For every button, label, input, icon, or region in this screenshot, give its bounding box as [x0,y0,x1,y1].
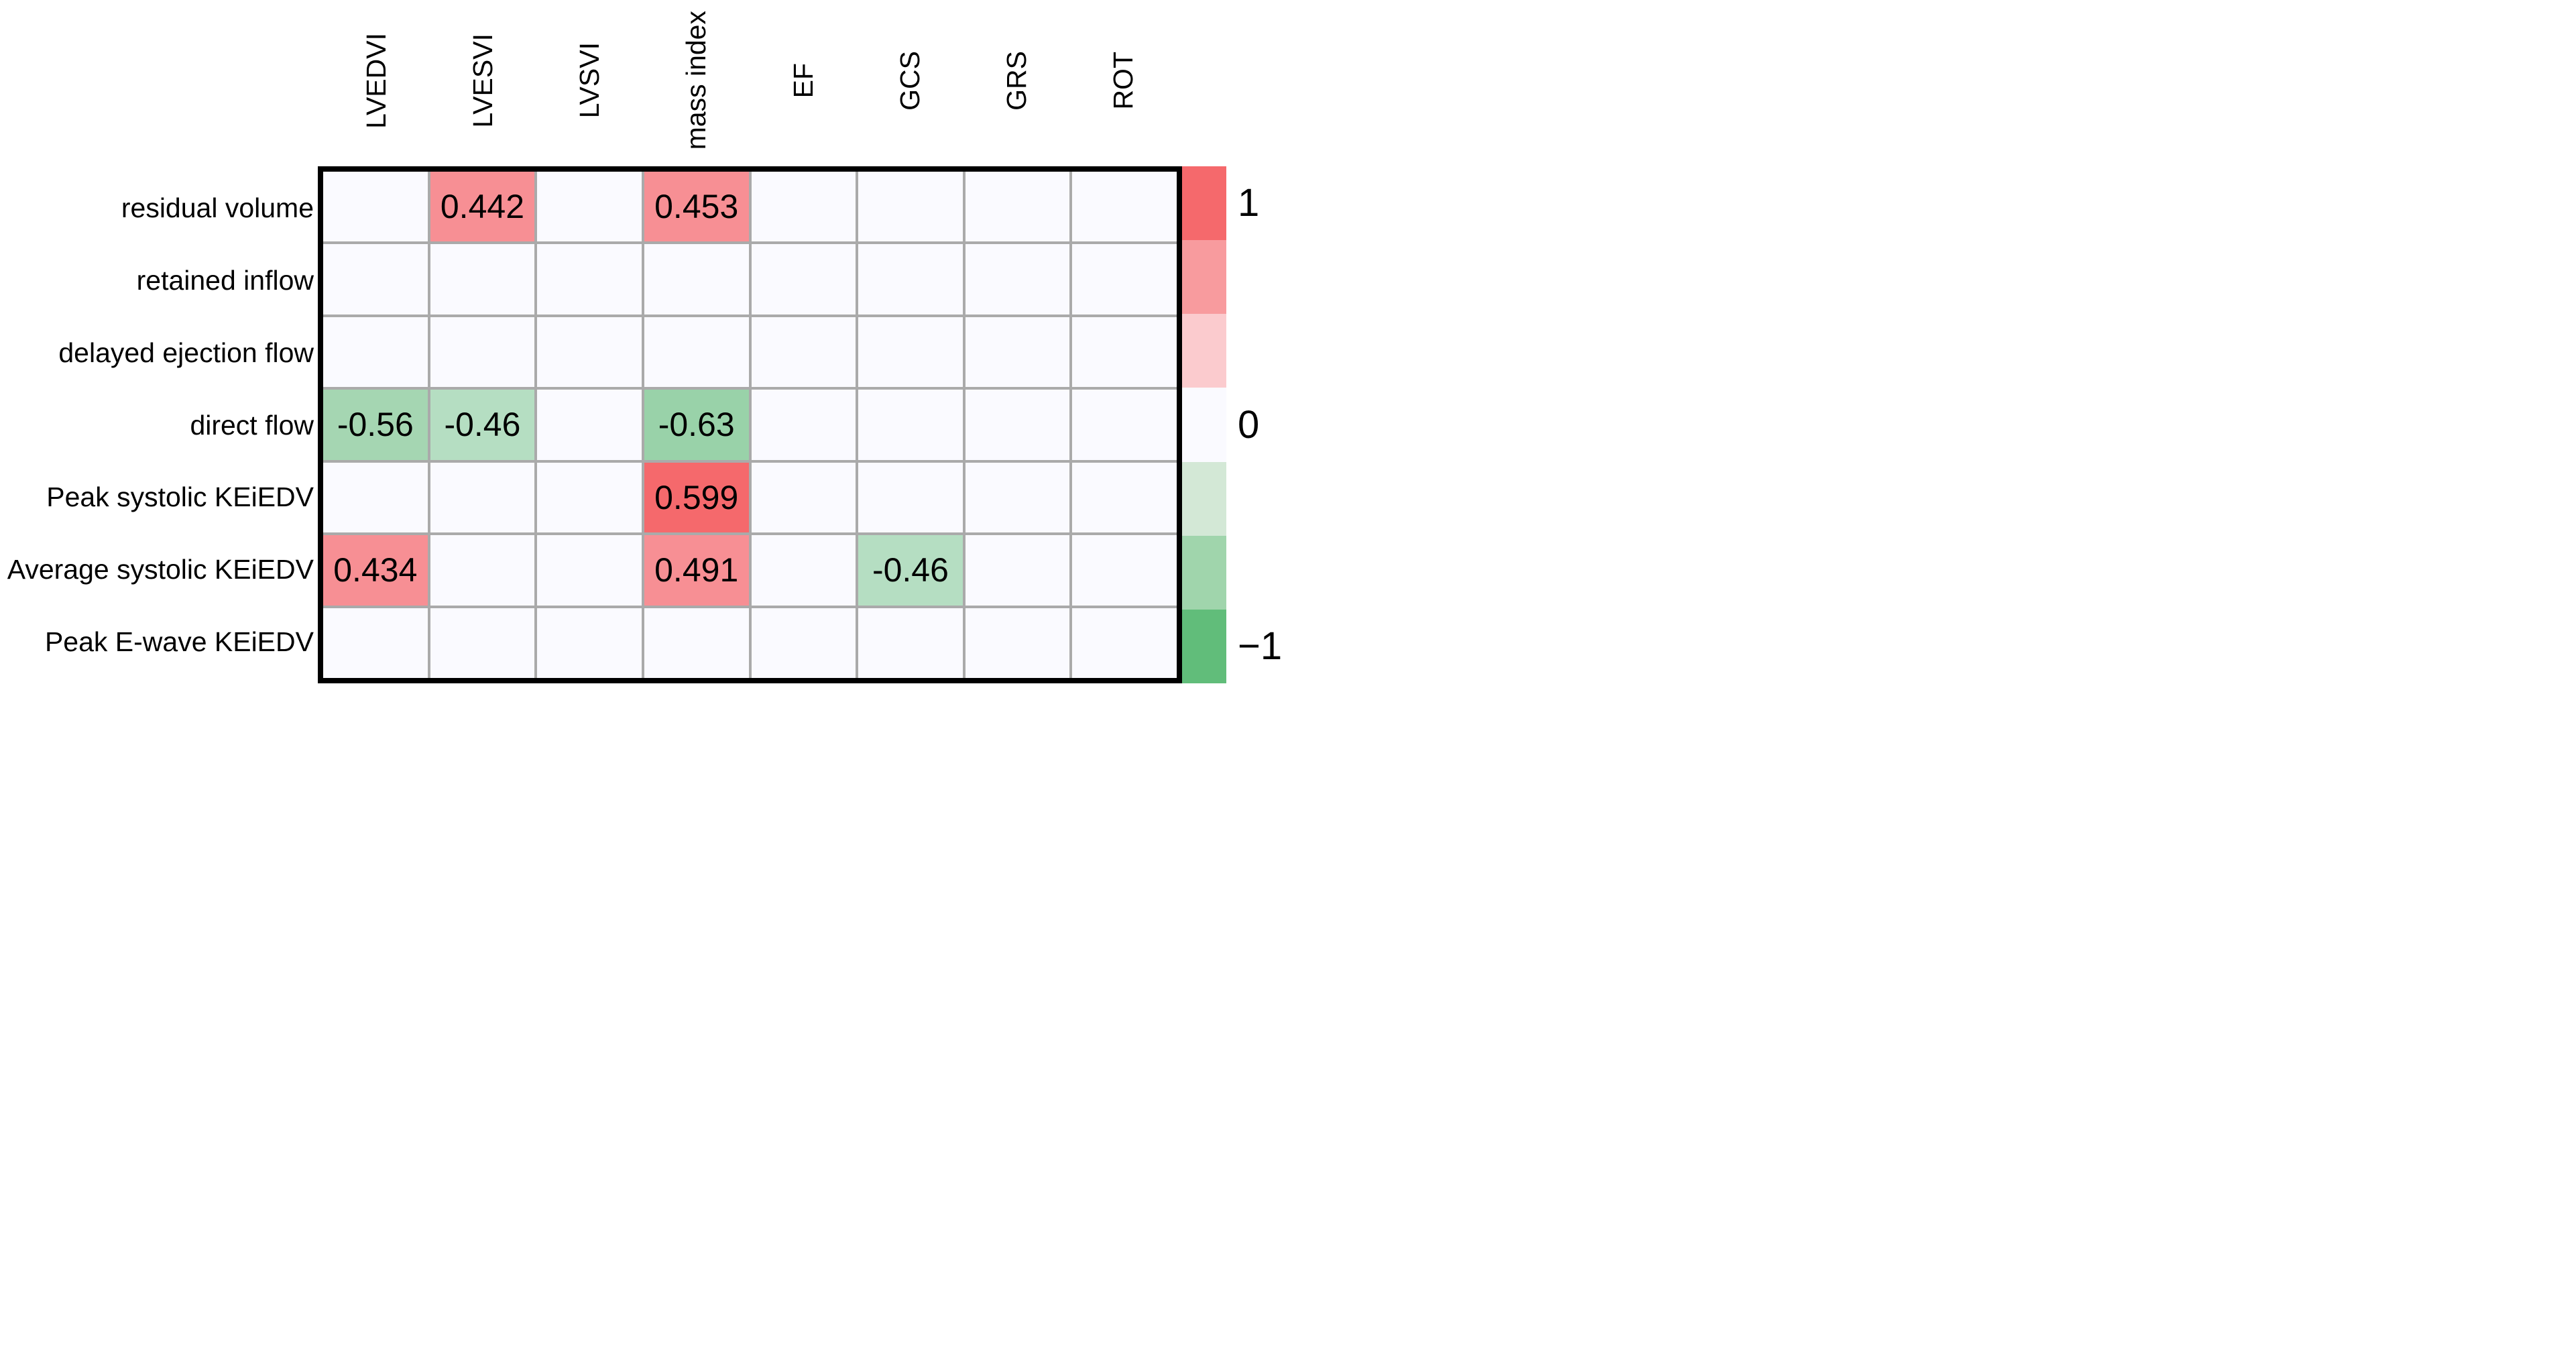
heatmap-cell [965,608,1070,678]
row-label: Peak systolic KEiEDV [46,481,314,513]
column-label: GRS [1000,50,1032,111]
heatmap-cell [323,462,428,533]
heatmap-cell [965,535,1070,606]
heatmap-cell [751,390,856,460]
column-label: LVEDVI [361,32,392,129]
heatmap-cell [323,608,428,678]
heatmap-cell: 0.434 [323,535,428,606]
heatmap-cell [430,244,535,315]
column-label-box: LVEDVI [355,0,398,161]
heatmap-cell: -0.46 [858,535,963,606]
row-label: Average systolic KEiEDV [7,554,314,585]
row-label: residual volume [121,192,314,223]
heatmap-cell [537,244,642,315]
heatmap-cell [751,244,856,315]
colorbar-segment [1182,314,1226,388]
colorbar [1182,166,1226,683]
heatmap-cell [1072,608,1177,678]
column-label-box: LVESVI [462,0,505,161]
heatmap-cell [537,172,642,242]
heatmap-cell [1072,390,1177,460]
heatmap-cell [1072,462,1177,533]
column-label-box: LVSVI [569,0,611,161]
colorbar-segment [1182,461,1226,536]
heatmap-cell [430,608,535,678]
heatmap-cell [537,462,642,533]
heatmap-cell [537,390,642,460]
column-label: EF [787,62,819,99]
heatmap-cell [323,244,428,315]
colorbar-segment [1182,535,1226,610]
heatmap-cell [1072,172,1177,242]
colorbar-segment [1182,166,1226,241]
heatmap-cell: -0.46 [430,390,535,460]
column-label: GCS [894,50,925,111]
heatmap-cell [430,535,535,606]
heatmap-cell [323,172,428,242]
heatmap-cell [430,462,535,533]
heatmap-cell: -0.56 [323,390,428,460]
heatmap-cell [965,462,1070,533]
heatmap-cell: 0.599 [644,462,749,533]
heatmap-cell [1072,317,1177,388]
heatmap-cell [537,608,642,678]
heatmap-cell [858,390,963,460]
heatmap-cell [751,608,856,678]
column-label-box: GRS [995,0,1038,161]
heatmap-cell [965,172,1070,242]
column-label: LVESVI [467,33,499,128]
colorbar-tick-label: 0 [1238,402,1260,447]
heatmap-cell [537,535,642,606]
heatmap-cell [858,244,963,315]
column-label: LVSVI [574,42,605,119]
heatmap-cell [965,244,1070,315]
heatmap-cell [858,172,963,242]
heatmap-cell [751,462,856,533]
colorbar-segment [1182,609,1226,683]
heatmap-cell [751,172,856,242]
heatmap-cell [965,390,1070,460]
heatmap-cell [1072,244,1177,315]
colorbar-segment [1182,240,1226,315]
heatmap-cell: 0.491 [644,535,749,606]
heatmap-cell [858,317,963,388]
heatmap-cell [751,317,856,388]
heatmap-cell [537,317,642,388]
heatmap-cell [751,535,856,606]
heatmap-cell [858,608,963,678]
heatmap-cell: 0.453 [644,172,749,242]
row-label: delayed ejection flow [58,337,314,368]
heatmap-cell [644,608,749,678]
heatmap-cell [644,244,749,315]
column-label-box: ROT [1102,0,1145,161]
heatmap-cell [965,317,1070,388]
colorbar-tick-label: −1 [1238,624,1283,668]
row-label: retained inflow [136,264,314,296]
heatmap-grid: 0.442 0.453 -0.56 -0.46 -0.63 0.599 0.434 0.491… [318,166,1182,683]
heatmap-cell [1072,535,1177,606]
heatmap-cell [644,317,749,388]
heatmap-cell [323,317,428,388]
column-label-box: GCS [888,0,931,161]
row-label: direct flow [190,409,314,441]
heatmap-cell: -0.63 [644,390,749,460]
column-label: mass index [681,11,712,150]
heatmap-cell [858,462,963,533]
correlation-heatmap-figure: residual volume retained inflow delayed ej… [0,0,1288,684]
colorbar-tick-label: 1 [1238,181,1260,225]
column-label: ROT [1107,51,1138,110]
row-label: Peak E-wave KEiEDV [44,626,314,658]
column-label-box: EF [782,0,825,161]
column-label-box: mass index [675,0,718,161]
heatmap-cell: 0.442 [430,172,535,242]
colorbar-segment [1182,388,1226,462]
heatmap-cell [430,317,535,388]
